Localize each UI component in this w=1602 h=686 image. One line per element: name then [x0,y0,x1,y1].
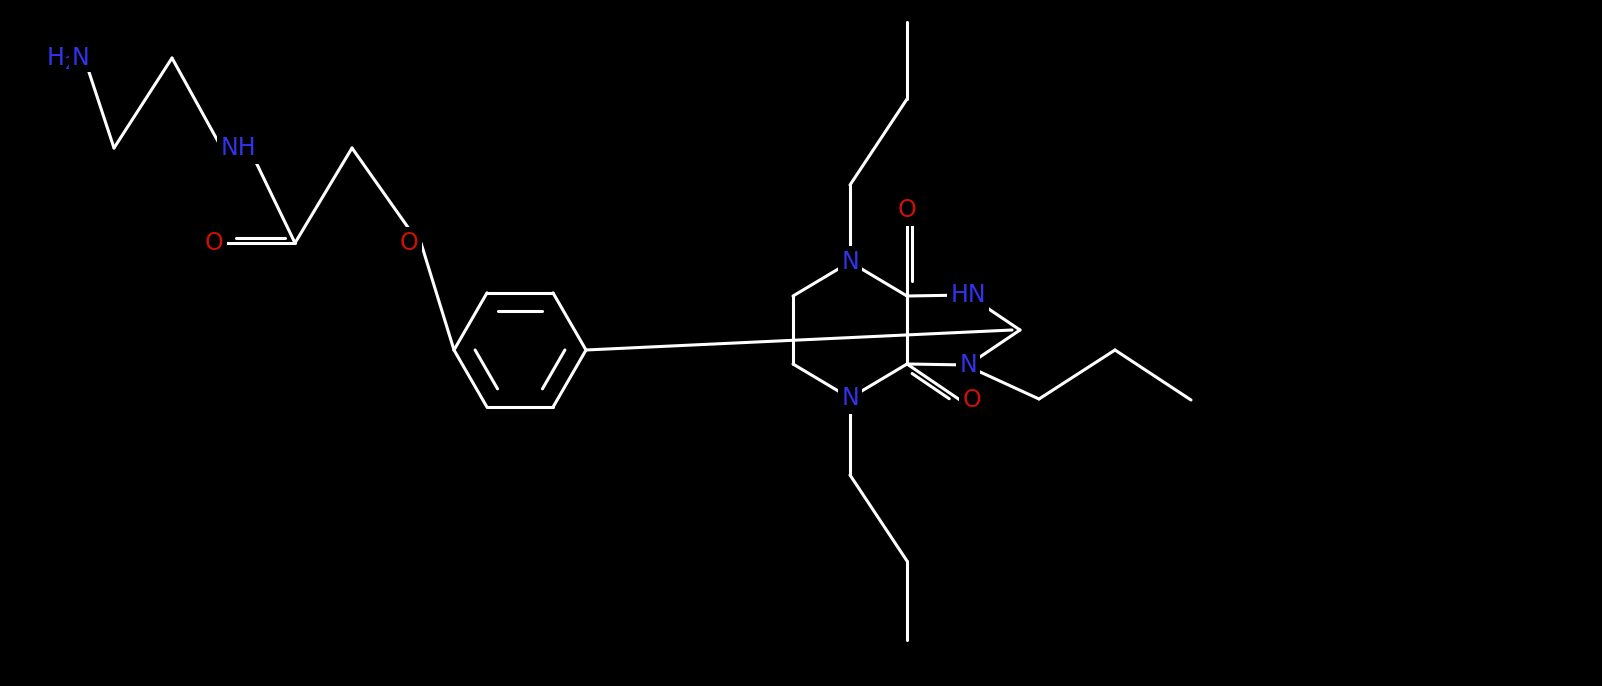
Text: 2: 2 [64,55,75,73]
Text: H: H [46,46,66,70]
Text: N: N [960,353,977,377]
Text: HN: HN [950,283,985,307]
Text: O: O [963,388,982,412]
Text: O: O [897,198,916,222]
Text: N: N [70,46,88,70]
Text: O: O [399,231,418,255]
Text: N: N [841,386,859,410]
Text: N: N [841,250,859,274]
Text: O: O [205,231,223,255]
Text: NH: NH [219,136,256,160]
